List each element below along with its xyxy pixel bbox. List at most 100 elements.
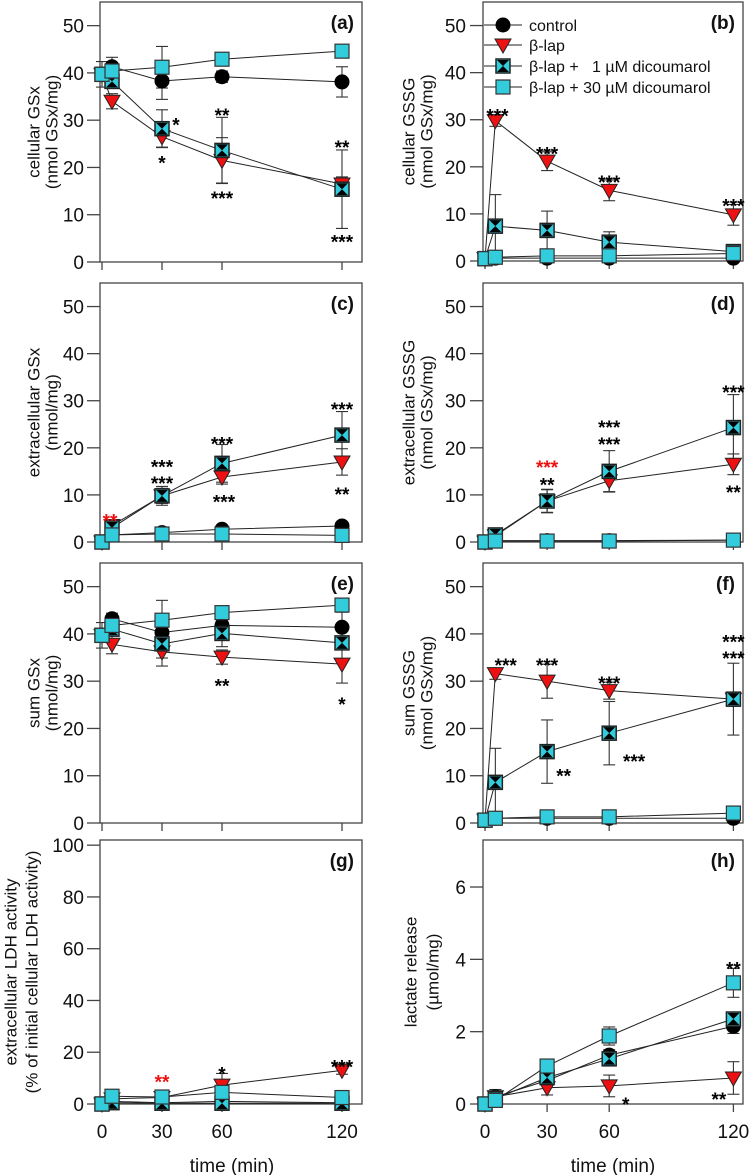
data-point [601,1051,617,1067]
y-tick-label: 40 [445,625,466,646]
plot-frame [482,839,744,1105]
significance-marker: *** [331,400,354,421]
significance-marker: *** [151,457,174,478]
hourglass-fill [216,1097,228,1110]
triangle-marker [333,657,351,674]
square-marker [601,248,617,264]
y-axis-label: sum GSSG [399,650,418,736]
hourglass-fill [156,489,168,502]
triangle-marker [486,667,505,683]
square-marker [539,533,555,549]
square-marker [725,532,742,548]
y-tick-label: 10 [445,486,466,507]
square-marker [154,1089,170,1105]
square-marker [539,809,555,825]
data-point [724,1071,743,1087]
y-tick-label: 20 [63,439,84,460]
data-point [154,636,170,652]
y-tick-label: 4 [455,950,466,971]
square-marker [334,43,350,59]
panel-label: (c) [331,294,354,315]
data-point [601,234,617,250]
x-tick-label: 30 [151,1122,172,1143]
y-tick-label: 60 [63,940,84,961]
data-point [214,526,230,542]
significance-marker: *** [722,633,745,654]
triangle-marker [103,94,121,111]
x-tick-label: 0 [480,1122,491,1143]
significance-marker: *** [598,435,621,456]
significance-marker: *** [722,383,745,404]
x-tick-label: 0 [97,1122,108,1143]
significance-marker: ** [540,476,555,497]
panel-label: (e) [331,574,354,595]
significance-marker: *** [536,145,559,166]
square-marker [334,1089,350,1106]
y-tick-label: 50 [63,578,84,599]
triangle-marker [494,38,512,55]
triangle-marker [213,470,231,487]
data-point [539,493,555,509]
legend-label: control [529,18,577,35]
data-point [600,684,619,700]
y-axis-label: (nmol/mg) [42,374,61,451]
hourglass-fill [336,183,348,196]
y-tick-label: 40 [445,345,466,366]
triangle-marker [724,1071,743,1087]
y-axis-label: extracellular GSSG [399,340,418,486]
hourglass-fill [489,220,502,233]
significance-marker: * [158,153,166,174]
y-tick-label: 50 [445,17,466,38]
y-axis-label: (% of initial cellular LDH activity) [22,851,41,1094]
data-point [725,419,742,436]
data-point [214,51,230,67]
plot-frame [99,839,363,1105]
data-point [538,674,556,691]
data-point [601,533,617,549]
data-point [539,743,555,760]
y-tick-label: 30 [63,111,84,132]
y-tick-label: 0 [73,253,84,274]
legend-item: β-lap [484,38,565,55]
significance-marker: ** [712,1090,727,1111]
square-marker [214,526,230,542]
significance-marker: *** [486,107,509,128]
hourglass-fill [603,236,616,249]
data-point [334,74,350,90]
data-point [334,597,350,613]
panel-label: (g) [330,851,354,872]
legend-item: β-lap + 1 µM dicoumarol [484,58,711,76]
data-point [539,533,555,549]
data-point [725,1011,742,1027]
data-point [154,120,170,137]
hourglass-fill [541,495,554,508]
data-point [486,114,505,130]
y-axis-label: (nmol GSx/mg) [417,636,436,750]
data-point [333,455,351,471]
hourglass-fill [336,429,348,442]
square-marker [214,51,230,67]
hourglass-fill [216,457,228,470]
square-marker [154,59,170,75]
data-point [213,470,231,487]
significance-marker: *** [598,418,621,439]
significance-marker: * [172,116,180,137]
triangle-marker [538,154,556,171]
y-axis-label: extracellular LDH activity [1,878,20,1066]
data-point [538,154,556,171]
panel-c: 0 10 20 30 40 50 extracellular GSx (nmol/mg) (c)… [24,282,363,554]
significance-marker: ** [726,960,741,981]
hourglass-fill [156,637,168,650]
data-point [539,222,555,239]
data-point [601,1028,617,1044]
panel-label: (h) [711,851,735,872]
y-tick-label: 30 [445,392,466,413]
legend-label: β-lap + 1 µM dicoumarol [529,59,711,76]
y-tick-label: 0 [455,1095,466,1116]
data-point [214,1084,230,1100]
hourglass-fill [603,1052,616,1065]
data-point [724,208,743,224]
